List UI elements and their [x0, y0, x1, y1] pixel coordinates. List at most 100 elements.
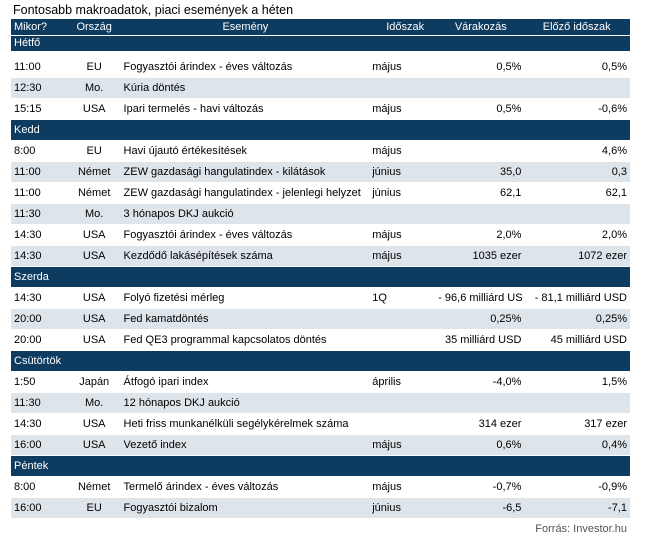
cell-event: ZEW gazdasági hangulatindex - kilátások — [118, 161, 373, 183]
cell-time: 14:30 — [11, 413, 70, 435]
cell-country: EU — [69, 56, 119, 78]
cell-previous: 2,0% — [523, 224, 630, 246]
cell-event: Vezető index — [118, 434, 373, 456]
cell-event: Fed kamatdöntés — [118, 308, 373, 330]
day-header-row: Csütörtök — [11, 350, 630, 372]
cell-previous: -0,6% — [523, 98, 630, 120]
cell-expected: 314 ezer — [438, 413, 524, 435]
cell-event: Fogyasztói bizalom — [118, 497, 373, 519]
cell-expected: -6,5 — [438, 497, 524, 519]
cell-period: május — [372, 245, 439, 267]
cell-event: 3 hónapos DKJ aukció — [118, 203, 373, 225]
table-row: 8:00 EU Havi újautó értékesítések május 4,6% — [11, 140, 630, 162]
cell-period: május — [372, 56, 439, 78]
cell-time: 8:00 — [11, 476, 70, 498]
cell-time: 11:30 — [11, 392, 70, 414]
cell-expected: 0,25% — [438, 308, 524, 330]
cell-time: 15:15 — [11, 98, 70, 120]
header-previous: Előző időszak — [523, 19, 630, 36]
cell-country: USA — [69, 287, 119, 309]
events-table-body: Mikor? Ország Esemény Időszak Várakozás … — [11, 19, 630, 519]
cell-country: USA — [69, 224, 119, 246]
cell-event: Fogyasztói árindex - éves változás — [118, 56, 373, 78]
cell-previous: 0,5% — [523, 56, 630, 78]
cell-previous: 317 ezer — [523, 413, 630, 435]
day-header-row: Kedd — [11, 119, 630, 141]
cell-country: Mo. — [69, 77, 119, 99]
cell-time: 14:30 — [11, 287, 70, 309]
cell-previous: -0,9% — [523, 476, 630, 498]
cell-time: 20:00 — [11, 308, 70, 330]
cell-expected: 2,0% — [438, 224, 524, 246]
cell-time: 11:00 — [11, 182, 70, 204]
cell-expected: 0,5% — [438, 98, 524, 120]
table-row: 8:00 Német Termelő árindex - éves változás… — [11, 476, 630, 498]
cell-period — [372, 392, 439, 414]
table-row: 16:00 USA Vezető index május 0,6% 0,4% — [11, 434, 630, 456]
cell-time: 16:00 — [11, 497, 70, 519]
cell-time: 14:30 — [11, 245, 70, 267]
cell-event: Havi újautó értékesítések — [118, 140, 373, 162]
table-row: 11:00 Német ZEW gazdasági hangulatindex - … — [11, 161, 630, 183]
cell-previous: 4,6% — [523, 140, 630, 162]
cell-time: 14:30 — [11, 224, 70, 246]
cell-country: USA — [69, 329, 119, 351]
cell-event: Folyó fizetési mérleg — [118, 287, 373, 309]
cell-expected: -0,7% — [438, 476, 524, 498]
cell-period: 1Q — [372, 287, 439, 309]
header-when: Mikor? — [11, 19, 70, 36]
day-name: Szerda — [11, 266, 630, 288]
table-row: 11:30 Mo. 3 hónapos DKJ aukció — [11, 203, 630, 225]
cell-previous — [523, 77, 630, 99]
cell-expected: 62,1 — [438, 182, 524, 204]
day-header-row: Szerda — [11, 266, 630, 288]
cell-event: Termelő árindex - éves változás — [118, 476, 373, 498]
cell-time: 20:00 — [11, 329, 70, 351]
cell-expected: 1035 ezer — [438, 245, 524, 267]
cell-previous: -7,1 — [523, 497, 630, 519]
cell-country: EU — [69, 140, 119, 162]
cell-period: május — [372, 98, 439, 120]
cell-country: Mo. — [69, 392, 119, 414]
cell-previous: 0,3 — [523, 161, 630, 183]
cell-country: USA — [69, 434, 119, 456]
cell-previous: 0,4% — [523, 434, 630, 456]
cell-country: USA — [69, 308, 119, 330]
cell-country: USA — [69, 413, 119, 435]
table-row: 12:30 Mo. Kúria döntés — [11, 77, 630, 99]
table-row: 11:00 EU Fogyasztói árindex - éves változá… — [11, 56, 630, 78]
cell-expected: 0,5% — [438, 56, 524, 78]
cell-country: USA — [69, 98, 119, 120]
cell-event: Fed QE3 programmal kapcsolatos döntés — [118, 329, 373, 351]
table-row: 1:50 Japán Átfogó ipari index április -4,0% 1… — [11, 371, 630, 393]
day-header-row: Hétfő — [11, 35, 630, 52]
cell-event: 12 hónapos DKJ aukció — [118, 392, 373, 414]
cell-expected — [438, 392, 524, 414]
cell-previous: 0,25% — [523, 308, 630, 330]
cell-event: Ipari termelés - havi változás — [118, 98, 373, 120]
cell-period — [372, 413, 439, 435]
table-row: 20:00 USA Fed kamatdöntés 0,25% 0,25% — [11, 308, 630, 330]
cell-period: május — [372, 476, 439, 498]
events-table: Mikor? Ország Esemény Időszak Várakozás … — [11, 19, 630, 519]
table-row: 11:30 Mo. 12 hónapos DKJ aukció — [11, 392, 630, 414]
cell-expected: - 96,6 milliárd USD — [438, 287, 524, 309]
cell-period: május — [372, 434, 439, 456]
cell-event: Kezdődő lakásépítések száma — [118, 245, 373, 267]
cell-period — [372, 203, 439, 225]
cell-period: május — [372, 224, 439, 246]
cell-expected: 0,6% — [438, 434, 524, 456]
cell-country: Japán — [69, 371, 119, 393]
cell-previous: 45 milliárd USD — [523, 329, 630, 351]
header-row: Mikor? Ország Esemény Időszak Várakozás … — [11, 19, 630, 36]
cell-period — [372, 308, 439, 330]
cell-time: 8:00 — [11, 140, 70, 162]
spacer-row — [11, 51, 630, 57]
cell-time: 11:00 — [11, 161, 70, 183]
table-row: 15:15 USA Ipari termelés - havi változás má… — [11, 98, 630, 120]
cell-event: Kúria döntés — [118, 77, 373, 99]
cell-country: Német — [69, 476, 119, 498]
cell-time: 11:30 — [11, 203, 70, 225]
cell-expected — [438, 140, 524, 162]
table-row: 14:30 USA Folyó fizetési mérleg 1Q - 96,6 mi… — [11, 287, 630, 309]
